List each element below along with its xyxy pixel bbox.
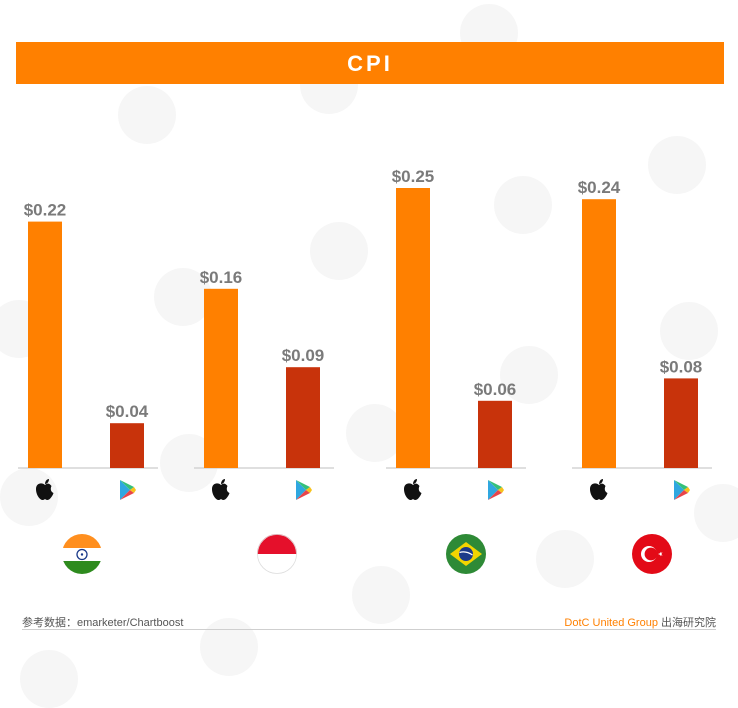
watermark-logo: [154, 268, 212, 326]
ios-bar: [582, 199, 616, 468]
brazil-flag-icon: [446, 534, 486, 574]
watermark-logo: [352, 566, 410, 624]
watermark-logo: [310, 222, 368, 280]
data-label: $0.24: [578, 178, 621, 197]
chart-title: CPI: [347, 51, 393, 76]
watermark-logo: [118, 86, 176, 144]
data-label: $0.06: [474, 380, 517, 399]
data-label: $0.09: [282, 346, 325, 365]
brand-name: DotC United Group: [564, 617, 658, 629]
watermark-logo: [660, 302, 718, 360]
watermark-logo: [346, 404, 404, 462]
india-flag-icon: [62, 534, 102, 574]
google-play-bar: [110, 423, 144, 468]
watermark-logo: [494, 176, 552, 234]
data-label: $0.16: [200, 268, 243, 287]
apple-icon: [36, 479, 54, 500]
watermark-logo: [648, 136, 706, 194]
ios-bar: [28, 221, 62, 468]
watermark-logo: [500, 346, 558, 404]
source-note: 参考数据：emarketer/Chartboost: [22, 617, 184, 629]
google-play-icon: [488, 480, 504, 500]
turkey-flag-icon: [632, 534, 672, 574]
google-play-bar: [478, 400, 512, 468]
google-play-icon: [120, 480, 136, 500]
title-bar: CPI: [16, 42, 724, 84]
google-play-bar: [664, 378, 698, 468]
indonesia-flag-icon: [257, 534, 297, 574]
data-label: $0.04: [106, 402, 149, 421]
watermark-logo: [200, 618, 258, 676]
brand-credit: DotC United Group 出海研究院: [564, 614, 716, 630]
watermark-logo: [536, 530, 594, 588]
cpi-bar-chart: $0.22 $0.04 $0.16 $0.09 $0.25 $0.06 $0.24 $0.08: [18, 167, 712, 500]
google-play-icon: [674, 480, 690, 500]
watermark-logo: [694, 484, 738, 542]
apple-icon: [404, 479, 422, 500]
data-label: $0.08: [660, 357, 703, 376]
apple-icon: [590, 479, 608, 500]
apple-icon: [212, 479, 230, 500]
data-label: $0.22: [24, 201, 67, 220]
ios-bar: [396, 188, 430, 468]
footer-divider: [22, 629, 716, 630]
institute-name: 出海研究院: [657, 617, 716, 629]
google-play-icon: [296, 480, 312, 500]
data-label: $0.25: [392, 167, 435, 186]
ios-bar: [204, 288, 238, 468]
google-play-bar: [286, 367, 320, 468]
